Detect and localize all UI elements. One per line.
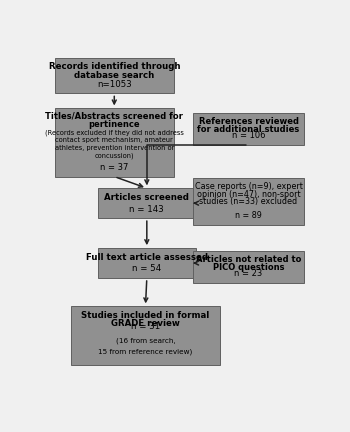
Text: n = 89: n = 89	[235, 211, 262, 220]
Text: Articles not related to: Articles not related to	[196, 255, 301, 264]
Text: n = 37: n = 37	[100, 163, 128, 172]
FancyBboxPatch shape	[98, 188, 196, 218]
Text: Full text article assessed: Full text article assessed	[86, 253, 208, 262]
Text: References reviewed: References reviewed	[198, 118, 299, 127]
Text: database search: database search	[74, 71, 154, 80]
Text: Titles/Abstracts screened for: Titles/Abstracts screened for	[46, 112, 183, 121]
Text: for additional studies: for additional studies	[197, 125, 300, 134]
Text: n = 54: n = 54	[132, 264, 161, 273]
FancyBboxPatch shape	[55, 58, 174, 93]
Text: pertinence: pertinence	[89, 120, 140, 129]
Text: 15 from reference review): 15 from reference review)	[98, 348, 192, 355]
FancyBboxPatch shape	[98, 248, 196, 278]
Text: Studies included in formal: Studies included in formal	[81, 311, 210, 320]
Text: n = 23: n = 23	[234, 270, 262, 278]
Text: n = 106: n = 106	[232, 131, 265, 140]
Text: PICO questions: PICO questions	[213, 264, 284, 273]
Text: n=1053: n=1053	[97, 80, 132, 89]
Text: (16 from search,: (16 from search,	[116, 337, 175, 344]
Text: Articles screened: Articles screened	[104, 193, 189, 202]
Text: n = 31: n = 31	[131, 322, 160, 331]
Text: GRADE review: GRADE review	[111, 319, 180, 328]
FancyBboxPatch shape	[193, 113, 304, 145]
Text: (Records excluded if they did not address
contact sport mechanism, amateur
athle: (Records excluded if they did not addres…	[45, 129, 184, 159]
FancyBboxPatch shape	[193, 251, 304, 283]
FancyBboxPatch shape	[193, 178, 304, 225]
FancyBboxPatch shape	[71, 306, 220, 365]
Text: Records identified through: Records identified through	[49, 63, 180, 71]
FancyBboxPatch shape	[55, 108, 174, 177]
Text: studies (n=33) excluded: studies (n=33) excluded	[199, 197, 298, 206]
Text: Case reports (n=9), expert: Case reports (n=9), expert	[195, 182, 302, 191]
Text: n = 143: n = 143	[130, 204, 164, 213]
Text: opinion (n=47), non-sport: opinion (n=47), non-sport	[197, 190, 300, 199]
